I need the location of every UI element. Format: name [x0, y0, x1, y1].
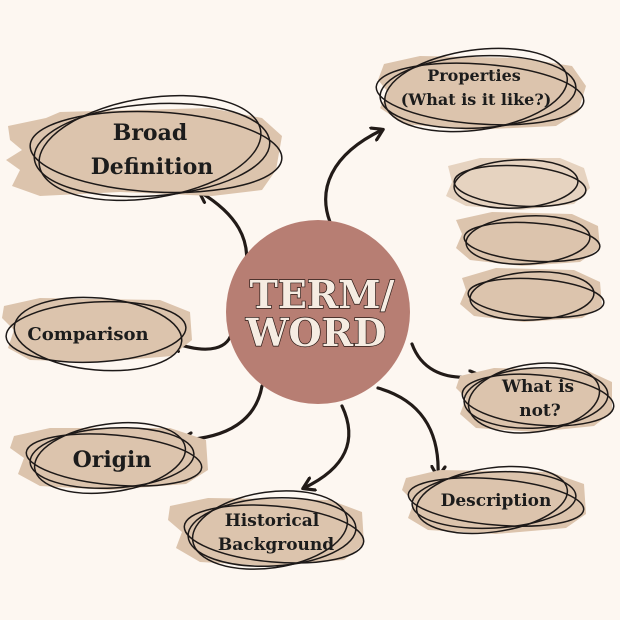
center-label-line2: WORD: [245, 310, 386, 355]
node-origin: Origin: [10, 421, 208, 495]
brush-stroke: [10, 428, 208, 490]
brush-stroke: [2, 298, 192, 362]
node-broad-definition: Broad Definition: [6, 94, 283, 202]
brush-stroke: [378, 56, 586, 130]
scribble-ring: [191, 490, 349, 570]
node-label-line1: Properties: [427, 66, 521, 85]
arrow-to-description: [376, 386, 438, 476]
scribble-ring: [467, 277, 605, 319]
node-label: Comparison: [27, 324, 148, 345]
center-label-line1: TERM/: [250, 272, 395, 317]
node-label-line2: (What is it like?): [401, 90, 552, 109]
node-label-line2: Background: [218, 535, 334, 555]
blank-node-1: [446, 158, 590, 210]
scribble-ring: [29, 110, 283, 194]
arrow-to-historical-background: [304, 404, 351, 488]
scribble-ring: [375, 62, 585, 126]
node-label-line1: What is: [501, 377, 574, 397]
node-label-line2: Definition: [91, 154, 214, 180]
scribble-ring: [33, 102, 271, 198]
scribble-ring: [411, 470, 577, 530]
arrow-to-properties: [324, 130, 382, 224]
brush-stroke: [460, 268, 602, 322]
brush-stroke: [456, 368, 612, 432]
node-properties: Properties (What is it like?): [375, 47, 586, 133]
node-label-line1: Historical: [225, 511, 320, 531]
scribble-ring: [183, 504, 365, 564]
node-historical-background: Historical Background: [168, 490, 365, 570]
scribble-ring: [5, 300, 187, 364]
scribble-ring: [383, 47, 569, 133]
scribble-ring: [33, 421, 187, 495]
brush-stroke: [456, 212, 600, 266]
scribble-ring: [38, 94, 262, 202]
scribble-ring: [453, 164, 587, 208]
center-circle: [226, 220, 410, 404]
center-node: TERM/ WORD: [226, 220, 410, 404]
blank-node-3: [460, 268, 605, 322]
scribble-ring: [467, 362, 601, 434]
node-label: Description: [441, 491, 552, 511]
blank-node-2: [456, 212, 601, 266]
brush-stroke: [6, 108, 282, 196]
brush-stroke: [168, 498, 364, 566]
node-label-line1: Broad: [113, 120, 188, 146]
scribble-ring: [29, 426, 195, 490]
scribble-ring: [407, 477, 585, 527]
scribble-ring: [13, 296, 183, 372]
node-label-line2: not?: [519, 401, 561, 421]
scribble-ring: [463, 367, 609, 429]
scribble-ring: [25, 433, 203, 487]
node-label: Origin: [73, 447, 152, 473]
scribble-ring: [461, 373, 615, 427]
node-comparison: Comparison: [2, 296, 192, 372]
node-what-is-not: What is not?: [456, 362, 615, 434]
scribble-ring: [463, 221, 601, 263]
node-description: Description: [402, 465, 586, 535]
scribble-ring: [415, 465, 569, 535]
